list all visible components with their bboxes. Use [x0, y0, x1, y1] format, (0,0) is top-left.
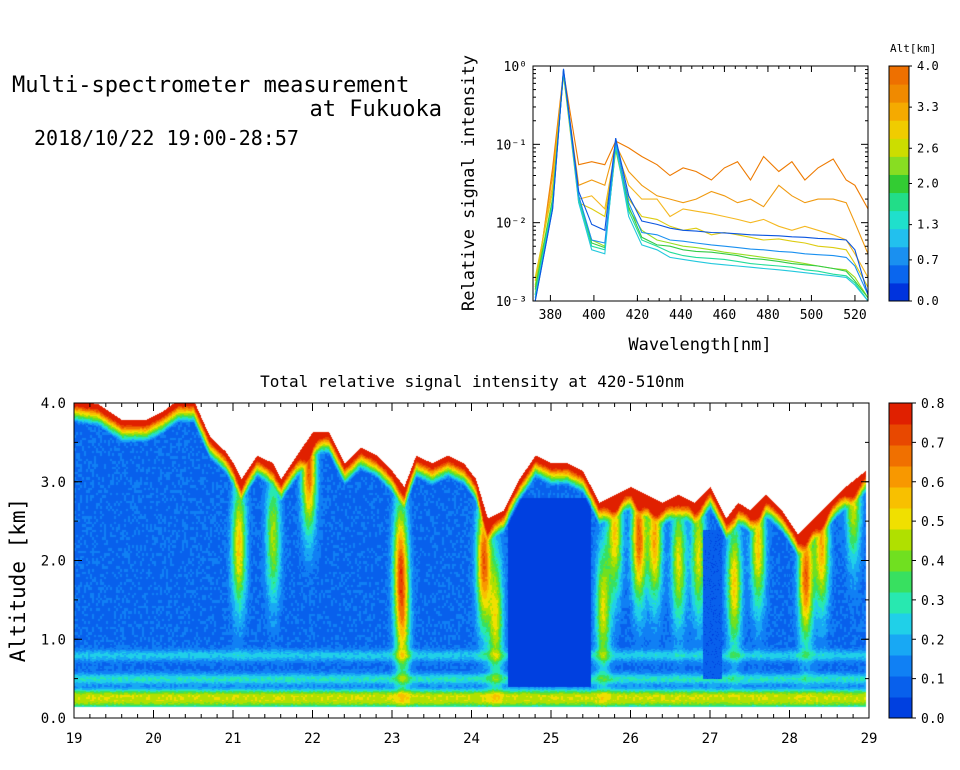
altitude-colorbar-label: 2.6	[917, 141, 939, 155]
spectrum-x-label: Wavelength[nm]	[628, 335, 771, 355]
heatmap-field	[74, 403, 869, 718]
heatmap-x-tick-label: 27	[702, 731, 719, 747]
spectrum-x-tick-label: 420	[626, 308, 649, 323]
intensity-colorbar-swatch	[889, 634, 912, 656]
chart-title-line2: at Fukuoka	[309, 97, 442, 122]
intensity-colorbar-swatch	[889, 466, 912, 488]
heatmap-y-tick-label: 2.0	[41, 554, 66, 570]
altitude-colorbar-label: 0.0	[917, 294, 939, 308]
altitude-colorbar-swatch	[889, 210, 909, 230]
intensity-colorbar-label: 0.4	[921, 555, 945, 570]
spectrum-y-tick-label: 10⁻¹	[496, 138, 527, 153]
intensity-colorbar-label: 0.2	[921, 633, 944, 648]
spectrum-line-6	[534, 71, 868, 301]
heatmap-x-tick-label: 24	[463, 731, 480, 747]
spectrum-x-tick-label: 500	[800, 308, 823, 323]
spectrum-x-tick-label: 400	[582, 308, 605, 323]
chart-title-line1: Multi-spectrometer measurement	[12, 73, 410, 98]
spectrum-y-tick-label: 10⁻²	[496, 217, 527, 232]
heatmap-y-tick-label: 0.0	[41, 711, 66, 727]
spectrum-y-tick-label: 10⁻³	[496, 295, 527, 310]
intensity-colorbar-swatch	[889, 445, 912, 467]
intensity-colorbar-swatch	[889, 487, 912, 509]
altitude-colorbar: 4.0 3.3 2.6 2.0 1.3 0.7 0.0	[888, 59, 939, 308]
altitude-colorbar-swatch	[889, 84, 909, 103]
altitude-colorbar-swatch	[889, 282, 909, 302]
altitude-colorbar-swatch	[889, 228, 909, 248]
intensity-colorbar-swatch	[889, 676, 912, 698]
intensity-colorbar-label: 0.3	[921, 594, 944, 609]
spectrum-x-tick-label: 380	[539, 308, 562, 323]
altitude-colorbar-label: 1.3	[917, 218, 939, 232]
spectrum-x-tick-label: 520	[843, 308, 866, 323]
spectrum-line-0	[534, 71, 868, 295]
intensity-colorbar-label: 0.0	[921, 712, 944, 727]
spectrum-line-7	[534, 70, 868, 301]
altitude-colorbar-label: 2.0	[917, 177, 939, 191]
altitude-colorbar-label: 4.0	[917, 59, 939, 73]
altitude-colorbar-label: 0.7	[917, 253, 939, 267]
spectrum-plot-frame	[532, 65, 869, 302]
intensity-colorbar-swatch	[889, 508, 912, 530]
altitude-colorbar-swatch	[889, 102, 909, 121]
heatmap-x-tick-label: 28	[781, 731, 798, 747]
heatmap-x-tick-label: 19	[66, 731, 83, 747]
spectrum-x-tick-label: 460	[713, 308, 736, 323]
intensity-colorbar-label: 0.7	[921, 436, 944, 451]
heatmap-y-tick-label: 1.0	[41, 632, 66, 648]
altitude-colorbar-swatch	[889, 120, 909, 139]
spectrum-line-2	[534, 73, 868, 282]
spectrum-y-tick-label: 10⁰	[504, 60, 527, 75]
spectrum-x-tick-label: 440	[669, 308, 692, 323]
heatmap-x-tick-label: 20	[145, 731, 162, 747]
intensity-colorbar-swatch	[889, 403, 912, 425]
heatmap-x-tick-label: 26	[622, 731, 639, 747]
intensity-colorbar-label: 0.8	[921, 397, 944, 412]
altitude-colorbar-swatch	[889, 156, 909, 175]
intensity-colorbar-swatch	[889, 613, 912, 635]
intensity-colorbar: 0.0 0.1 0.2 0.3 0.4 0.5 0.6 0.7 0.8	[888, 397, 945, 727]
spectrum-line-8	[534, 69, 868, 301]
intensity-colorbar-swatch	[889, 550, 912, 572]
heatmap-x-tick-label: 25	[543, 731, 560, 747]
spectrum-y-label: Relative signal intensity	[459, 55, 479, 311]
altitude-colorbar-swatch	[889, 246, 909, 266]
heatmap-y-tick-label: 4.0	[41, 396, 66, 412]
altitude-colorbar-swatch	[889, 66, 909, 85]
intensity-colorbar-swatch	[889, 424, 912, 446]
spectrum-lines	[534, 68, 868, 301]
intensity-colorbar-swatch	[889, 571, 912, 593]
measurement-datetime: 2018/10/22 19:00-28:57	[34, 126, 299, 150]
spectrum-line-9	[534, 68, 868, 301]
altitude-colorbar-swatch	[889, 264, 909, 284]
spectrum-axes: 380 400 420 440 460 480 500 520 10⁻³ 10⁻² 10⁻¹ 10⁰	[496, 60, 868, 323]
intensity-colorbar-swatch	[889, 655, 912, 677]
heatmap-title: Total relative signal intensity at 420-5…	[260, 372, 684, 391]
spectrum-line-1	[534, 72, 868, 288]
heatmap-x-tick-label: 23	[384, 731, 401, 747]
heatmap-x-tick-label: 29	[861, 731, 878, 747]
intensity-colorbar-swatch	[889, 697, 912, 719]
heatmap-x-tick-label: 22	[304, 731, 321, 747]
intensity-colorbar-label: 0.1	[921, 673, 944, 688]
altitude-colorbar-label: 3.3	[917, 100, 939, 114]
altitude-colorbar-title: Alt[km]	[890, 42, 936, 55]
spectrum-line-5	[534, 72, 868, 299]
heatmap-axes: 19 20 21 22 23 24 25 26 27 28 29 0.0 1.0 2.0 3.0 4.0	[41, 396, 878, 747]
heatmap-y-tick-label: 3.0	[41, 475, 66, 491]
heatmap-x-tick-label: 21	[225, 731, 242, 747]
altitude-colorbar-swatch	[889, 192, 909, 212]
intensity-colorbar-label: 0.6	[921, 476, 944, 491]
spectrum-x-tick-label: 480	[756, 308, 779, 323]
altitude-colorbar-swatch	[889, 138, 909, 157]
altitude-colorbar-swatch	[889, 174, 909, 194]
intensity-colorbar-swatch	[889, 529, 912, 551]
heatmap-y-label: Altitude [km]	[6, 498, 30, 662]
intensity-colorbar-label: 0.5	[921, 515, 944, 530]
intensity-colorbar-swatch	[889, 592, 912, 614]
